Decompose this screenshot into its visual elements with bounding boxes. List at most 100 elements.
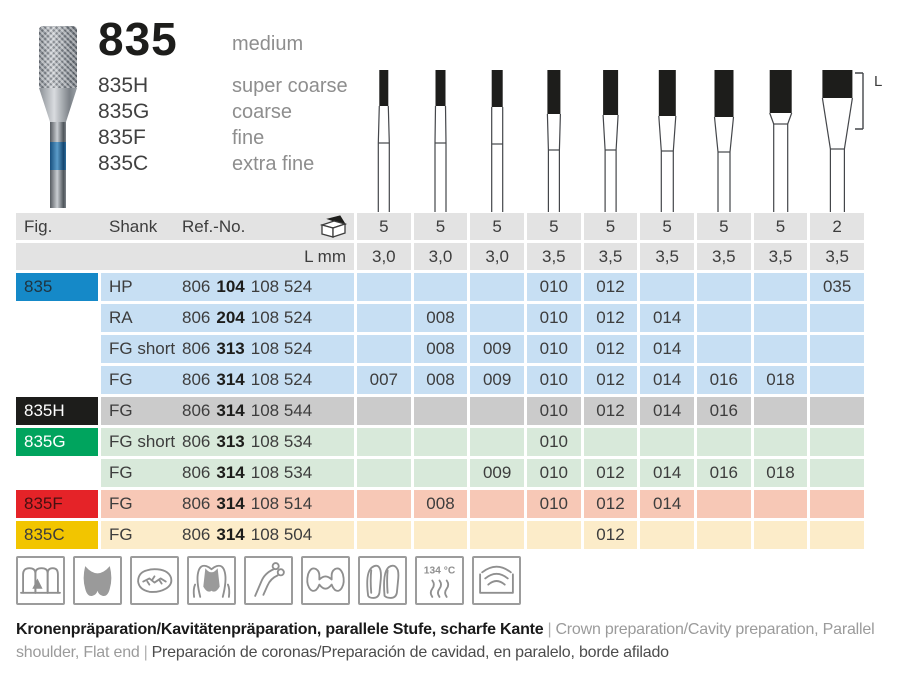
bur-illustration [769, 70, 793, 212]
fig-cell: 835F [16, 490, 98, 518]
ref-part: 806 [182, 308, 211, 327]
size-cell [810, 366, 864, 394]
size-cell [357, 335, 411, 363]
size-cell: 012 [583, 397, 638, 425]
size-cell [697, 428, 751, 456]
size-cell [753, 428, 808, 456]
shank-ref-cell: FG 806 314 108 544 [101, 397, 354, 425]
ref-part: 806 [182, 494, 211, 513]
bur-head [769, 70, 792, 113]
length-cell: 3,5 [640, 243, 694, 270]
bur-illustration [821, 70, 853, 212]
thermal-disinfector-icon [479, 565, 514, 594]
bur-head [822, 70, 853, 98]
length-cell: 3,5 [527, 243, 581, 270]
length-bracket [855, 72, 864, 130]
shank-cell: FG [109, 463, 133, 482]
ref-part-bold: 313 [216, 432, 245, 451]
size-cell [640, 428, 694, 456]
variant-row: 835H super coarse [98, 73, 348, 99]
ref-part: 806 [182, 277, 211, 296]
ref-header: Ref.-No. [182, 216, 246, 236]
size-cell: 012 [583, 521, 638, 549]
variant-code: 835C [98, 152, 149, 175]
shank-cell: FG short [109, 339, 176, 358]
size-cell: 014 [640, 366, 694, 394]
pack-count-cell: 5 [357, 213, 411, 240]
size-cell: 014 [640, 304, 694, 332]
size-cell: 012 [583, 304, 638, 332]
shank-cell: FG [109, 525, 133, 544]
ref-part-bold: 104 [216, 277, 245, 296]
size-cell [470, 273, 524, 301]
length-cell: 3,5 [697, 243, 751, 270]
ref-part: 806 [182, 401, 211, 420]
bur-head [547, 70, 561, 114]
pack-count-cell: 5 [640, 213, 694, 240]
size-cell [810, 459, 864, 487]
bur-head [603, 70, 619, 115]
bur-shank-photo [50, 122, 66, 208]
size-cell [357, 304, 411, 332]
variant-row: 835C extra fine [98, 151, 348, 177]
grit-color-band [50, 142, 66, 170]
bridge-icon [301, 556, 350, 605]
shank-cell: FG short [109, 432, 176, 451]
anterior-teeth-preparation-icon [16, 556, 65, 605]
length-cell: 3,0 [413, 243, 468, 270]
veneer-crowns-icon [358, 556, 407, 605]
ref-part: 108 504 [250, 525, 313, 544]
size-cell [470, 428, 524, 456]
ref-part: 806 [182, 525, 211, 544]
size-cell: 016 [697, 459, 751, 487]
ref-part: 108 514 [250, 494, 313, 513]
shank-cell: RA [109, 308, 133, 327]
product-photo [38, 26, 78, 208]
ref-part-bold: 314 [216, 494, 245, 513]
pack-count-cell: 5 [583, 213, 638, 240]
ref-part: 108 524 [250, 339, 313, 358]
size-cell [413, 459, 468, 487]
bur-size-diagram: L [377, 70, 882, 212]
size-cell [810, 335, 864, 363]
bur-illustration [546, 70, 561, 212]
pack-count-cell: 5 [470, 213, 524, 240]
bur-illustration [658, 70, 677, 212]
ref-number: 806 104 108 524 [182, 277, 354, 297]
ref-number: 806 314 108 534 [182, 463, 354, 483]
variant-grit: super coarse [232, 74, 348, 97]
size-cell [697, 335, 751, 363]
variant-list: 835H super coarse 835G coarse 835F fine 835C ex… [98, 73, 348, 177]
ref-number: 806 314 108 514 [182, 494, 354, 514]
size-cell [697, 273, 751, 301]
ref-part-bold: 314 [216, 401, 245, 420]
shank-ref-cell: FG 806 314 108 514 [101, 490, 354, 518]
variant-row: 835G coarse [98, 99, 348, 125]
length-cell: 3,0 [357, 243, 411, 270]
ref-part-bold: 314 [216, 463, 245, 482]
size-cell [357, 397, 411, 425]
size-cell: 012 [583, 273, 638, 301]
size-cell: 014 [640, 397, 694, 425]
size-cell [413, 397, 468, 425]
size-cell [697, 521, 751, 549]
bur-head [379, 70, 389, 106]
size-cell [753, 273, 808, 301]
size-cell [697, 490, 751, 518]
shank-ref-cell: FG 806 314 108 534 [101, 459, 354, 487]
size-cell: 016 [697, 397, 751, 425]
footer-text-english: Crown preparation/Cavity preparation, Pa… [16, 621, 875, 661]
fig-cell: 835G [16, 428, 98, 456]
ref-part: 806 [182, 463, 211, 482]
autoclave-temperature: 134 °C [424, 565, 456, 576]
bur-head [658, 70, 676, 116]
variant-grit: fine [232, 126, 265, 149]
clasp-removal-icon [244, 556, 293, 605]
fig-cell: 835C [16, 521, 98, 549]
size-cell: 010 [527, 428, 581, 456]
clasp-removal-icon [254, 562, 285, 597]
size-cell: 012 [583, 335, 638, 363]
ref-part-bold: 314 [216, 525, 245, 544]
ref-part: 108 524 [250, 308, 313, 327]
